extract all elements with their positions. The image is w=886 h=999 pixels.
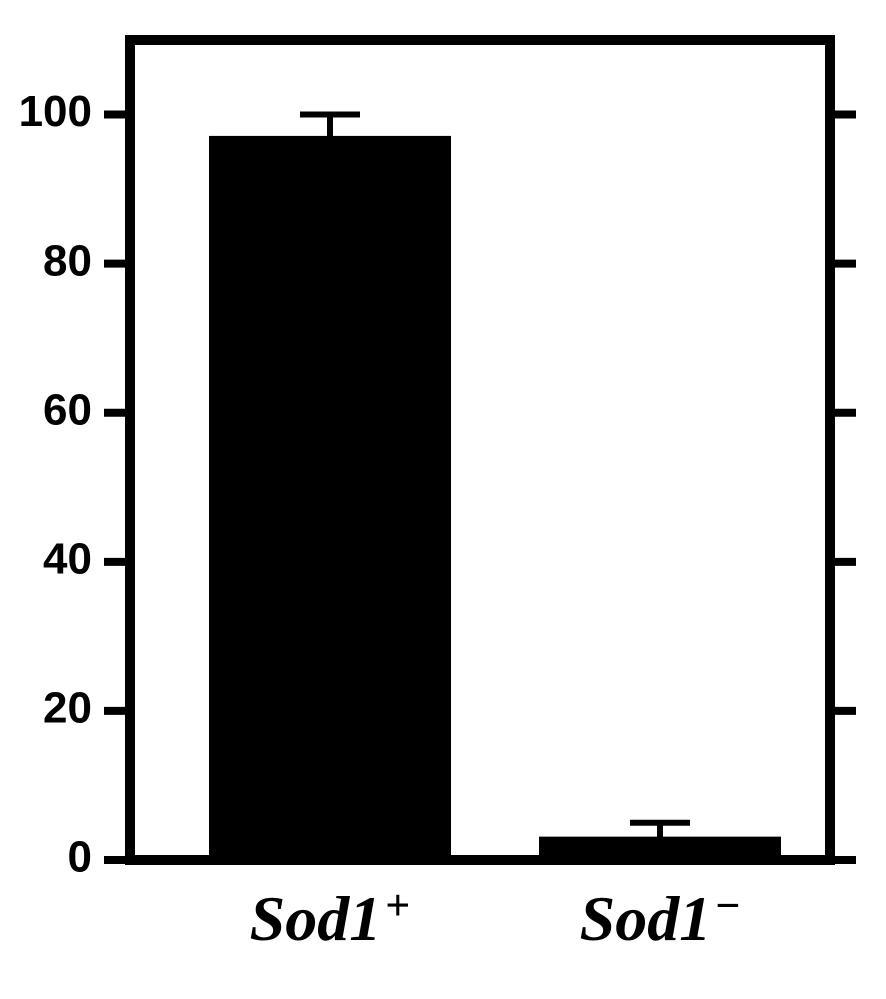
- bar-sod1_minus: [540, 838, 780, 860]
- bar-chart: 020406080100Sod1+Sod1−: [0, 0, 886, 999]
- y-tick-label: 100: [19, 87, 92, 136]
- x-label-sup: −: [715, 881, 740, 930]
- y-tick-label: 0: [68, 833, 92, 882]
- x-label-base: Sod1: [580, 883, 712, 954]
- y-tick-label: 60: [43, 385, 92, 434]
- y-tick-label: 20: [43, 684, 92, 733]
- y-tick-label: 40: [43, 534, 92, 583]
- x-label-base: Sod1: [250, 883, 382, 954]
- y-tick-label: 80: [43, 236, 92, 285]
- bar-sod1_plus: [210, 137, 450, 860]
- x-label-sup: +: [385, 881, 410, 930]
- chart-svg: 020406080100Sod1+Sod1−: [0, 0, 886, 999]
